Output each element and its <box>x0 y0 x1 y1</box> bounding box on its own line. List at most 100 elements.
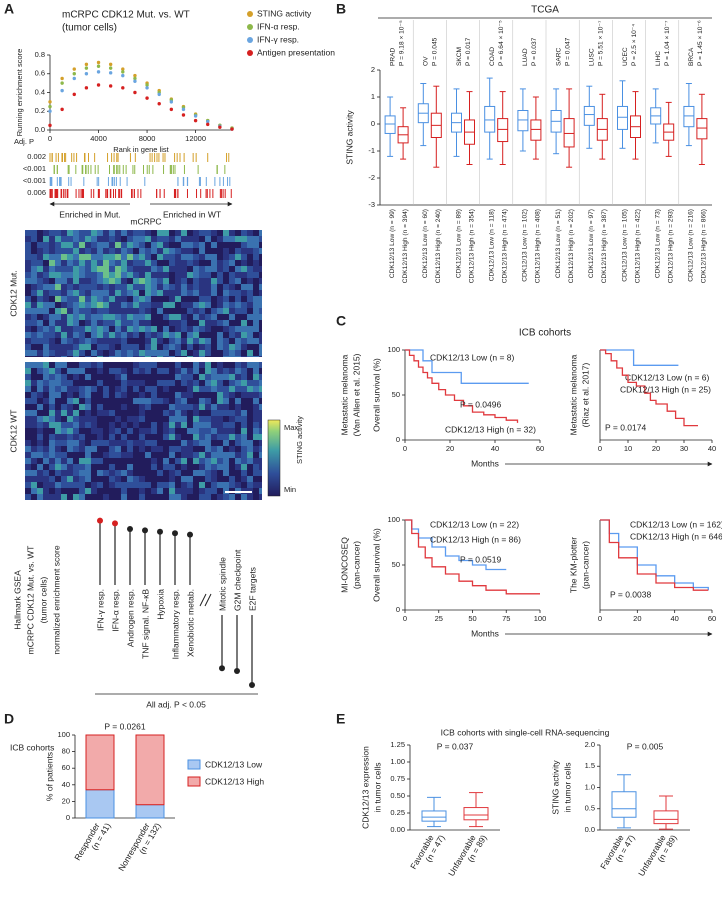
x-tick-label: 0 <box>48 134 52 143</box>
image-cell <box>91 260 97 266</box>
image-cell <box>37 284 43 290</box>
image-cell <box>247 440 253 446</box>
image-cell <box>259 302 262 308</box>
enrichment-point <box>48 104 52 109</box>
p-value: P = 0.0496 <box>460 399 501 409</box>
image-cell <box>91 242 97 248</box>
image-cell <box>163 326 169 332</box>
image-row-label: CDK12 WT <box>8 410 18 453</box>
image-cell <box>79 476 85 482</box>
image-cell <box>67 236 73 242</box>
image-cell <box>241 470 247 476</box>
box-label: CDK12/13 Low (n = 51) <box>555 209 562 278</box>
image-cell <box>139 362 145 368</box>
image-cell <box>205 494 211 500</box>
image-cell <box>181 320 187 326</box>
image-cell <box>85 254 91 260</box>
image-cell <box>199 488 205 494</box>
box-label: CDK12/13 Low (n = 216) <box>688 209 695 282</box>
image-cell <box>253 428 259 434</box>
box <box>653 810 679 825</box>
category-label: TNF signal. NF-κB <box>140 589 150 659</box>
image-cell <box>163 368 169 374</box>
image-cell <box>55 374 61 380</box>
x-tick-label: 20 <box>633 614 641 623</box>
y-tick-label: 2 <box>371 65 375 74</box>
image-cell <box>67 386 73 392</box>
image-cell <box>79 284 85 290</box>
image-cell <box>79 416 85 422</box>
image-cell <box>181 374 187 380</box>
image-cell <box>217 332 223 338</box>
y-tick-label: 1.5 <box>585 761 595 770</box>
legend-label: CDK12/13 High (n = 646) <box>630 531 722 541</box>
y-tick-label: -3 <box>368 200 375 209</box>
image-cell <box>97 230 103 236</box>
box <box>530 119 542 141</box>
image-cell <box>97 380 103 386</box>
image-cell <box>139 380 145 386</box>
image-cell <box>25 458 31 464</box>
image-cell <box>37 362 43 368</box>
image-cell <box>157 350 163 356</box>
image-cell <box>187 254 193 260</box>
image-cell <box>157 284 163 290</box>
image-cell <box>43 248 49 254</box>
image-cell <box>151 398 157 404</box>
image-cell <box>211 308 217 314</box>
image-cell <box>211 428 217 434</box>
image-cell <box>67 410 73 416</box>
lollipop-dot <box>112 520 118 527</box>
image-cell <box>25 494 31 500</box>
image-cell <box>115 374 121 380</box>
image-cell <box>145 386 151 392</box>
image-cell <box>91 290 97 296</box>
image-cell <box>25 452 31 458</box>
image-cell <box>217 374 223 380</box>
image-cell <box>61 458 67 464</box>
y-axis-label: STING activity <box>344 110 354 165</box>
image-cell <box>217 320 223 326</box>
image-cell <box>91 482 97 488</box>
image-cell <box>67 422 73 428</box>
image-cell <box>43 416 49 422</box>
image-cell <box>103 338 109 344</box>
image-cell <box>193 440 199 446</box>
image-cell <box>73 248 79 254</box>
image-cell <box>235 452 241 458</box>
image-cell <box>175 422 181 428</box>
image-cell <box>241 422 247 428</box>
box <box>517 110 529 132</box>
image-cell <box>67 440 73 446</box>
image-cell <box>139 266 145 272</box>
image-cell <box>49 284 55 290</box>
image-cell <box>259 434 262 440</box>
image-cell <box>229 260 235 266</box>
image-cell <box>235 434 241 440</box>
image-cell <box>55 356 61 357</box>
image-cell <box>37 380 43 386</box>
image-cell <box>181 326 187 332</box>
image-cell <box>157 332 163 338</box>
image-cell <box>235 344 241 350</box>
image-cell <box>85 392 91 398</box>
y-tick-label: 0.5 <box>585 804 595 813</box>
image-cell <box>73 338 79 344</box>
enrichment-point <box>84 72 89 76</box>
image-cell <box>43 362 49 368</box>
image-cell <box>211 422 217 428</box>
image-cell <box>73 368 79 374</box>
image-cell <box>199 398 205 404</box>
panel-label: C <box>336 313 346 329</box>
image-cell <box>133 344 139 350</box>
image-cell <box>169 410 175 416</box>
image-cell <box>145 236 151 242</box>
image-cell <box>151 284 157 290</box>
image-cell <box>43 284 49 290</box>
image-cell <box>103 254 109 260</box>
image-cell <box>241 320 247 326</box>
image-cell <box>235 236 241 242</box>
image-cell <box>241 374 247 380</box>
image-cell <box>169 332 175 338</box>
legend-swatch <box>187 759 201 770</box>
